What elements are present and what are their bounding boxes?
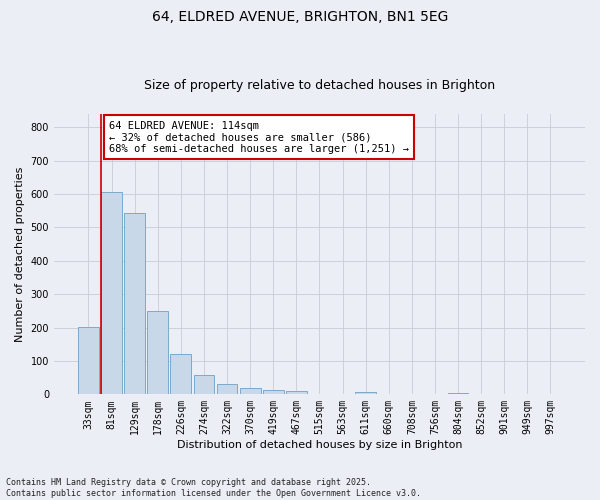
Bar <box>194 376 214 394</box>
Bar <box>240 388 260 394</box>
Bar <box>286 391 307 394</box>
Bar <box>124 213 145 394</box>
Bar <box>217 384 238 394</box>
Bar <box>170 354 191 395</box>
Bar <box>101 192 122 394</box>
Y-axis label: Number of detached properties: Number of detached properties <box>15 166 25 342</box>
Text: 64 ELDRED AVENUE: 114sqm
← 32% of detached houses are smaller (586)
68% of semi-: 64 ELDRED AVENUE: 114sqm ← 32% of detach… <box>109 120 409 154</box>
Text: Contains HM Land Registry data © Crown copyright and database right 2025.
Contai: Contains HM Land Registry data © Crown c… <box>6 478 421 498</box>
X-axis label: Distribution of detached houses by size in Brighton: Distribution of detached houses by size … <box>177 440 462 450</box>
Title: Size of property relative to detached houses in Brighton: Size of property relative to detached ho… <box>144 79 495 92</box>
Bar <box>448 392 469 394</box>
Bar <box>78 326 99 394</box>
Bar <box>355 392 376 394</box>
Bar <box>263 390 284 394</box>
Bar <box>148 311 168 394</box>
Text: 64, ELDRED AVENUE, BRIGHTON, BN1 5EG: 64, ELDRED AVENUE, BRIGHTON, BN1 5EG <box>152 10 448 24</box>
